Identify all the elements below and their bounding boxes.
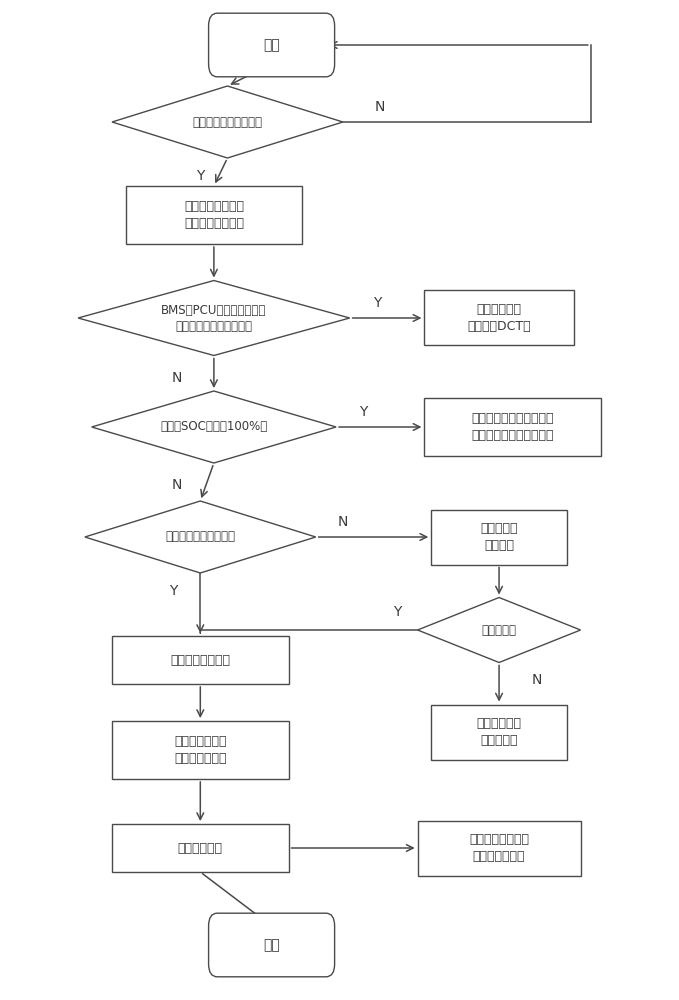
Text: 上报高压继电
器吸合故障: 上报高压继电 器吸合故障 xyxy=(477,717,521,747)
Text: 充电状态指示灯变化为绿
色，闪烁五分钟，并关闭: 充电状态指示灯变化为绿 色，闪烁五分钟，并关闭 xyxy=(471,412,554,442)
Text: Y: Y xyxy=(373,296,381,310)
Text: N: N xyxy=(531,674,542,688)
Text: 上报高压部件
严重故障DCT码: 上报高压部件 严重故障DCT码 xyxy=(467,303,531,333)
Text: 开始: 开始 xyxy=(263,38,280,52)
Bar xyxy=(112,824,289,872)
Text: Y: Y xyxy=(393,605,401,619)
Polygon shape xyxy=(85,501,316,573)
Bar xyxy=(112,636,289,684)
FancyBboxPatch shape xyxy=(208,13,335,77)
Bar xyxy=(431,510,567,564)
Polygon shape xyxy=(112,86,343,158)
Bar xyxy=(424,398,601,456)
Bar xyxy=(418,820,581,876)
Text: N: N xyxy=(337,515,348,529)
Text: 仪表盘上充串状态
指示灯显示为黄色: 仪表盘上充串状态 指示灯显示为黄色 xyxy=(184,200,244,230)
Text: Y: Y xyxy=(196,169,204,183)
Text: BMS、PCU、空调控制器是
否存在绝缘或短路故障？: BMS、PCU、空调控制器是 否存在绝缘或短路故障？ xyxy=(161,304,267,332)
Text: 接受充电器唤醒信号？: 接受充电器唤醒信号？ xyxy=(192,115,263,128)
Text: Y: Y xyxy=(169,584,177,598)
Text: 充电线连接状态指
示灯变换为绿色: 充电线连接状态指 示灯变换为绿色 xyxy=(469,833,529,863)
Polygon shape xyxy=(92,391,336,463)
Text: 高压继电器是否吸合？: 高压继电器是否吸合？ xyxy=(165,530,236,544)
Text: N: N xyxy=(171,370,182,384)
Bar xyxy=(126,186,302,244)
Text: 向充电器发送电
流需求指令报文: 向充电器发送电 流需求指令报文 xyxy=(174,735,227,765)
Text: Y: Y xyxy=(359,405,367,419)
Bar xyxy=(112,721,289,779)
Text: N: N xyxy=(171,478,182,492)
Text: 执行充串模式判断: 执行充串模式判断 xyxy=(170,654,230,666)
Bar xyxy=(431,704,567,760)
Text: 操作成功？: 操作成功？ xyxy=(481,624,517,637)
Polygon shape xyxy=(78,280,350,355)
Text: 执行继电器
吸合操作: 执行继电器 吸合操作 xyxy=(480,522,518,552)
Bar xyxy=(424,290,574,345)
Text: 电池包SOC是否为100%？: 电池包SOC是否为100%？ xyxy=(160,420,268,434)
Text: 执行充串流程: 执行充串流程 xyxy=(178,842,223,854)
Text: N: N xyxy=(375,100,386,114)
Text: 结束: 结束 xyxy=(263,938,280,952)
Polygon shape xyxy=(418,598,581,662)
FancyBboxPatch shape xyxy=(208,913,335,977)
